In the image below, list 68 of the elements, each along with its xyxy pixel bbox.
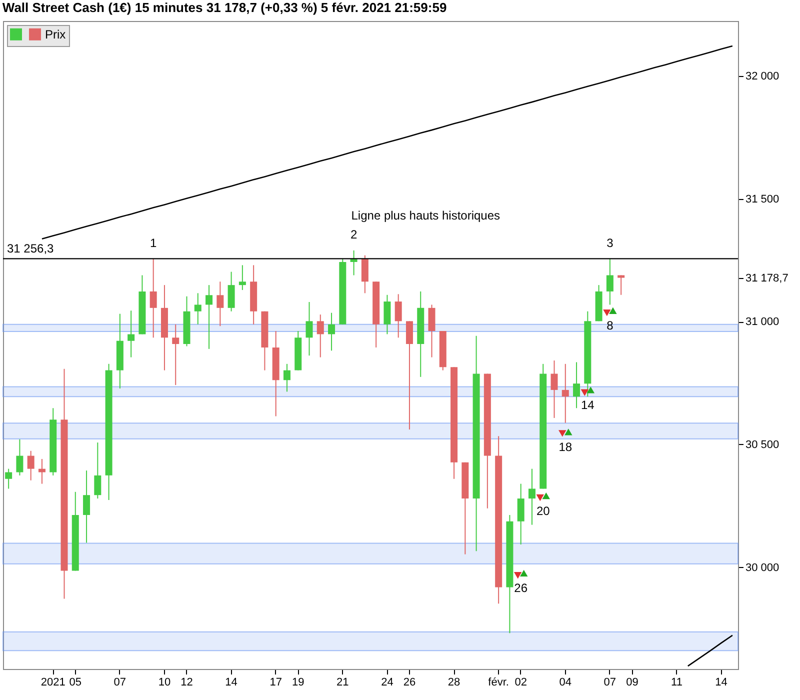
chart-title: Wall Street Cash (1€) 15 minutes 31 178,7 (+0,33 %) 5 févr. 2021 21:59:59 bbox=[2, 0, 447, 15]
x-tick-label: 17 bbox=[270, 676, 282, 688]
y-tick-label: 31 178,7 bbox=[746, 272, 788, 284]
x-tick-label: 14 bbox=[225, 676, 238, 688]
ref-line-label: 31 256,3 bbox=[7, 242, 54, 256]
candlestick bbox=[27, 450, 34, 481]
x-tick-label: 2021 bbox=[40, 676, 66, 688]
candlestick bbox=[361, 254, 368, 294]
line-series bbox=[41, 45, 734, 240]
candlestick bbox=[517, 483, 524, 545]
x-tick-label: 07 bbox=[604, 676, 616, 688]
candlestick bbox=[128, 310, 135, 358]
candlestick bbox=[328, 312, 336, 352]
x-tick-label: 09 bbox=[626, 676, 638, 688]
y-tick-label: 30 000 bbox=[746, 562, 780, 574]
x-tick-label: 11 bbox=[671, 676, 682, 688]
candlestick bbox=[394, 294, 402, 338]
y-tick-label: 32 000 bbox=[746, 70, 780, 83]
text: 2 bbox=[350, 227, 358, 242]
x-tick-label: 05 bbox=[69, 676, 82, 688]
candlestick bbox=[528, 468, 536, 526]
candlestick bbox=[228, 271, 235, 312]
text: 1 bbox=[150, 236, 157, 250]
y-tick-label: 31 500 bbox=[746, 193, 780, 206]
x-tick-label: 14 bbox=[715, 676, 728, 688]
candlestick bbox=[283, 363, 290, 392]
line-series bbox=[687, 634, 734, 667]
annotation: 20 bbox=[536, 504, 550, 518]
annotation: Ligne plus hauts historiques bbox=[351, 208, 500, 222]
legend-label: Prix bbox=[45, 27, 66, 42]
x-tick-label: 28 bbox=[448, 676, 460, 688]
x-tick-label: 04 bbox=[559, 676, 572, 688]
candlestick bbox=[83, 470, 90, 544]
x-tick-label: 12 bbox=[180, 676, 193, 688]
candlestick bbox=[238, 264, 246, 290]
candlestick bbox=[94, 442, 102, 500]
candlestick bbox=[150, 258, 157, 338]
annotation: 26 bbox=[514, 581, 528, 596]
candlestick bbox=[5, 468, 12, 490]
annotation: 18 bbox=[558, 440, 572, 454]
candlestick bbox=[316, 314, 324, 358]
candlestick bbox=[194, 292, 202, 325]
x-tick-label: 21 bbox=[336, 676, 349, 688]
x-tick-label: 10 bbox=[158, 676, 171, 688]
y-tick-label: 31 000 bbox=[746, 316, 780, 328]
candlestick bbox=[406, 320, 413, 430]
x-tick-label: févr. bbox=[488, 676, 509, 688]
y-tick-label: 30 500 bbox=[746, 438, 780, 451]
annotation: 14 bbox=[580, 398, 595, 412]
text: 3 bbox=[606, 236, 614, 250]
candlestick bbox=[573, 362, 580, 409]
candlestick bbox=[618, 274, 625, 296]
candlestick bbox=[306, 302, 313, 356]
candlestick bbox=[172, 324, 180, 386]
candlestick bbox=[206, 284, 213, 350]
candlestick bbox=[16, 438, 24, 476]
x-tick-label: 26 bbox=[403, 676, 416, 688]
x-tick-label: 02 bbox=[514, 676, 527, 688]
candlestick bbox=[216, 281, 224, 327]
x-tick-label: 07 bbox=[114, 676, 126, 688]
x-tick-label: 19 bbox=[292, 676, 304, 688]
x-tick-label: 24 bbox=[381, 676, 394, 688]
candlestick bbox=[550, 360, 558, 418]
candlestick bbox=[562, 363, 569, 424]
candlestick bbox=[384, 294, 391, 335]
candlestick bbox=[428, 304, 436, 358]
candlestick bbox=[606, 258, 614, 306]
annotation: 8 bbox=[606, 318, 614, 333]
